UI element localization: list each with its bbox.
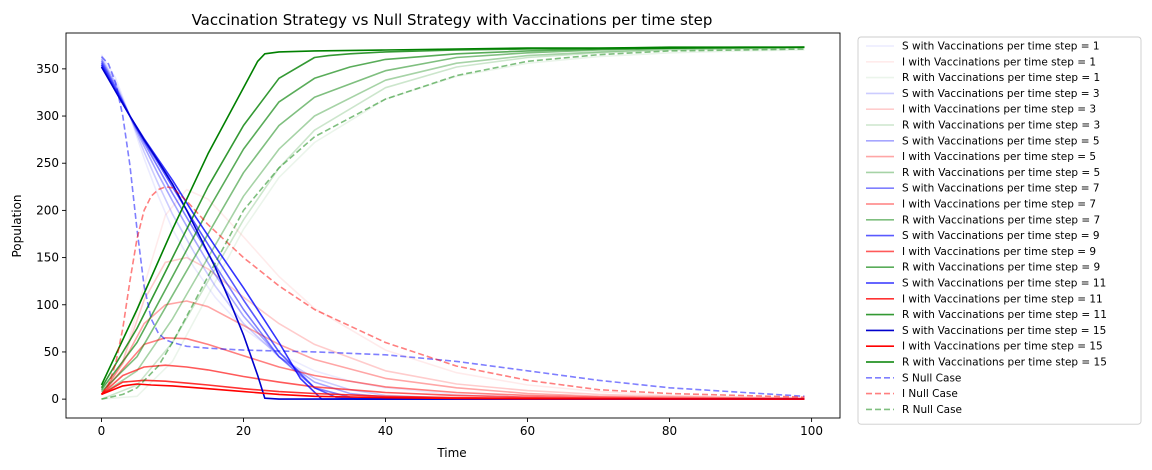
series-line-23 [101, 48, 805, 400]
x-tick-label: 80 [662, 424, 677, 438]
legend-label: S with Vaccinations per time step = 7 [902, 183, 1100, 195]
series-line-4 [100, 256, 805, 399]
series-line-2 [101, 49, 805, 400]
legend-label: I with Vaccinations per time step = 5 [902, 151, 1096, 163]
series-line-22 [100, 186, 805, 398]
legend-label: R with Vaccinations per time step = 9 [902, 262, 1100, 274]
legend-label: I with Vaccinations per time step = 1 [902, 56, 1096, 68]
legend-label: R with Vaccinations per time step = 7 [902, 214, 1100, 226]
y-tick-label: 100 [36, 298, 59, 312]
legend-label: S with Vaccinations per time step = 3 [902, 88, 1100, 100]
series-line-5 [101, 47, 805, 400]
x-tick-label: 0 [98, 424, 106, 438]
series-line-8 [101, 46, 805, 396]
legend-label: R with Vaccinations per time step = 1 [902, 72, 1100, 84]
series-line-18 [100, 66, 805, 400]
legend-label: I with Vaccinations per time step = 7 [902, 199, 1096, 211]
x-axis-label: Time [436, 446, 466, 460]
legend-label: S with Vaccinations per time step = 11 [902, 278, 1106, 290]
legend: S with Vaccinations per time step = 1 I w… [857, 36, 1142, 425]
legend-label: S with Vaccinations per time step = 15 [902, 325, 1106, 337]
legend-label: I with Vaccinations per time step = 9 [902, 246, 1096, 258]
chart-title: Vaccination Strategy vs Null Strategy wi… [192, 11, 713, 29]
legend-label: I with Vaccinations per time step = 11 [902, 293, 1103, 305]
series-line-1 [100, 188, 805, 399]
legend-label: I Null Case [902, 388, 958, 400]
y-tick-label: 300 [36, 109, 59, 123]
legend-label: R with Vaccinations per time step = 3 [902, 120, 1100, 132]
legend-label: R Null Case [902, 404, 962, 416]
x-tick-label: 40 [378, 424, 393, 438]
legend-label: R with Vaccinations per time step = 11 [902, 309, 1107, 321]
y-tick-label: 350 [36, 62, 59, 76]
y-axis-label: Population [10, 194, 24, 257]
plot-lines [100, 46, 805, 400]
legend-label: S with Vaccinations per time step = 9 [902, 230, 1100, 242]
y-tick-label: 150 [36, 251, 59, 265]
y-tick-label: 200 [36, 203, 59, 217]
legend-label: S Null Case [902, 372, 961, 384]
y-tick-label: 50 [44, 345, 59, 359]
series-line-17 [100, 46, 805, 389]
y-tick-label: 250 [36, 156, 59, 170]
series-line-19 [101, 383, 805, 400]
x-tick-label: 20 [236, 424, 251, 438]
legend-box [857, 36, 1142, 425]
axes: 0 20 40 60 80 100 0 50 100 150 200 250 300 350 [36, 32, 841, 438]
x-tick-label: 100 [800, 424, 823, 438]
series-line-10 [100, 337, 805, 400]
legend-label: S with Vaccinations per time step = 5 [902, 135, 1100, 147]
y-tick-label: 0 [51, 392, 59, 406]
plot-frame [65, 32, 841, 419]
legend-label: I with Vaccinations per time step = 3 [902, 104, 1096, 116]
legend-label: I with Vaccinations per time step = 15 [902, 341, 1103, 353]
legend-label: R with Vaccinations per time step = 5 [902, 167, 1100, 179]
series-line-20 [100, 46, 805, 386]
legend-label: R with Vaccinations per time step = 15 [902, 357, 1107, 369]
x-tick-label: 60 [520, 424, 535, 438]
legend-label: S with Vaccinations per time step = 1 [902, 41, 1100, 53]
